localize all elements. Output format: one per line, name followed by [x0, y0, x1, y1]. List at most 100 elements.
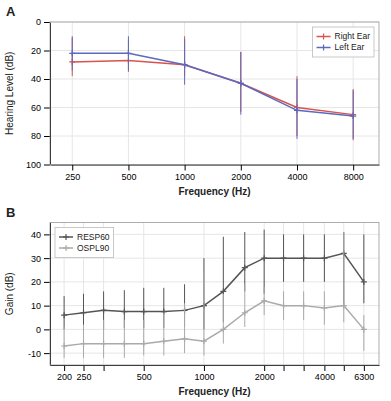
series-line [72, 53, 353, 116]
point-marker [238, 80, 244, 86]
point-marker [281, 303, 287, 309]
x-tick-label: 250 [65, 172, 80, 182]
x-tick: 250 [65, 165, 80, 182]
panel: 2505001000200040008000020406080100Right … [4, 4, 380, 197]
legend-label: OSPL90 [77, 243, 109, 253]
y-tick-mark [44, 234, 50, 235]
y-tick-label: 30 [31, 254, 41, 264]
x-tick: 6300 [354, 365, 374, 382]
grid-line-y [50, 353, 379, 354]
x-tick-label: 1000 [194, 372, 214, 382]
y-tick-label: 100 [26, 160, 41, 170]
x-tick-mark [324, 365, 325, 371]
y-tick-label: 60 [31, 103, 41, 113]
point-marker [220, 288, 226, 294]
grid-line-x [240, 22, 241, 165]
point-marker [201, 338, 207, 344]
x-tick [284, 365, 285, 371]
x-tick: 200 [57, 365, 72, 382]
x-tick-label: 4000 [287, 172, 307, 182]
x-tick-mark [241, 165, 242, 171]
marks [61, 230, 367, 358]
series-line [64, 253, 364, 315]
chart-canvas: 2505001000200040008000020406080100Right … [0, 0, 391, 401]
point-marker [69, 50, 75, 56]
x-tick-mark [304, 365, 305, 371]
point-marker [61, 343, 67, 349]
x-tick: 2000 [255, 365, 275, 382]
x-tick: 1000 [175, 165, 195, 182]
error-bar [244, 232, 245, 291]
point-marker [220, 326, 226, 332]
x-tick: 2000 [231, 165, 251, 182]
point-marker [361, 326, 367, 332]
point-marker [341, 303, 347, 309]
y-tick: 80 [31, 131, 50, 141]
x-tick-label: 6300 [354, 372, 374, 382]
x-tick-label: 2000 [255, 372, 275, 382]
grid-line-x [363, 223, 364, 366]
y-tick-mark [44, 306, 50, 307]
y-tick: 10 [31, 301, 50, 311]
grid-line-y [50, 79, 379, 80]
y-tick: 0 [36, 325, 50, 335]
point-marker [321, 255, 327, 261]
plot-background [50, 22, 379, 165]
grid [50, 22, 379, 165]
x-tick-label: 2000 [231, 172, 251, 182]
grid-line-y [50, 281, 379, 282]
panel: 2002505001000200040006300-10010203040RES… [4, 205, 380, 398]
grid-line-x [264, 223, 265, 366]
y-tick-mark [44, 79, 50, 80]
error-bar [103, 320, 104, 358]
error-bar [143, 320, 144, 356]
y-tick-label: -10 [28, 349, 41, 359]
point-marker [301, 303, 307, 309]
point-marker [182, 336, 188, 342]
y-tick-mark [44, 329, 50, 330]
y-axis-title: Hearing Level (dB) [4, 52, 15, 135]
x-tick-mark [64, 365, 65, 371]
point-marker [161, 338, 167, 344]
x-tick-label: 8000 [344, 172, 364, 182]
y-axis: 020406080100 [26, 17, 51, 170]
legend-marker [321, 34, 327, 40]
series [61, 230, 367, 330]
x-tick-mark [364, 365, 365, 371]
legend-marker [63, 234, 69, 240]
point-marker [321, 305, 327, 311]
x-tick-mark [204, 365, 205, 371]
y-tick-mark [44, 108, 50, 109]
point-marker [81, 310, 87, 316]
error-bar [343, 232, 344, 322]
y-tick: -10 [28, 349, 50, 359]
y-tick-mark [44, 258, 50, 259]
series-line [64, 301, 364, 346]
y-tick: 40 [31, 230, 50, 240]
y-tick: 20 [31, 277, 50, 287]
x-axis-title: Frequency (Hz) [178, 386, 250, 397]
y-tick-mark [44, 353, 50, 354]
point-marker [301, 255, 307, 261]
y-tick-mark [44, 165, 50, 166]
y-tick-label: 80 [31, 131, 41, 141]
x-tick: 4000 [287, 165, 307, 182]
grid-line-x [324, 223, 325, 366]
point-marker [242, 310, 248, 316]
x-tick: 1000 [194, 365, 214, 382]
x-tick-mark [104, 365, 105, 371]
point-marker [261, 255, 267, 261]
plot-area: 2505001000200040008000020406080100Right … [26, 17, 380, 182]
x-axis: 250 500 1000 2000 4000 8000 [51, 165, 380, 182]
point-marker [101, 341, 107, 347]
x-tick-label: 500 [121, 172, 136, 182]
series [61, 232, 367, 358]
legend: RESP60OSPL90 [55, 228, 114, 258]
x-tick-label: 1000 [175, 172, 195, 182]
x-tick [304, 365, 305, 371]
point-marker [121, 341, 127, 347]
grid-line-x [303, 223, 304, 366]
error-bar [124, 320, 125, 358]
grid-line-y [50, 136, 379, 137]
y-tick: 20 [31, 46, 50, 56]
